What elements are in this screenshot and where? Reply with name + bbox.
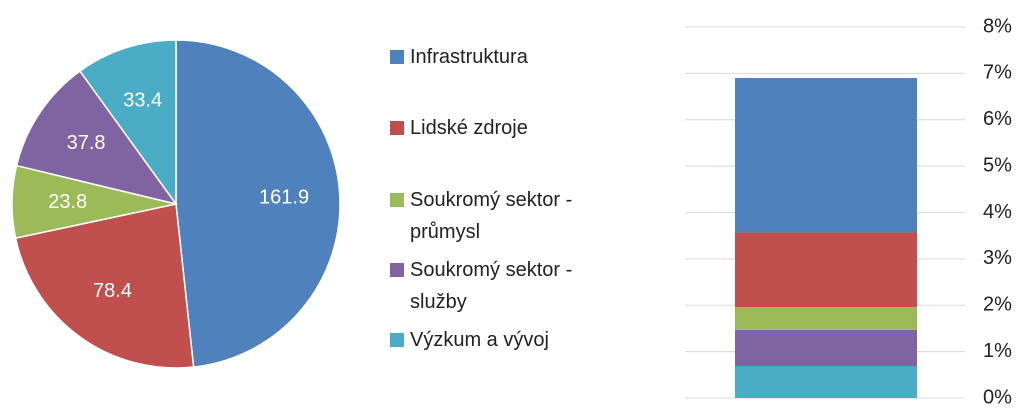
- legend-label: Soukromý sektor - služby: [410, 259, 573, 313]
- y-tick-label: 0%: [983, 386, 1012, 408]
- legend-item: Soukromý sektor - služby: [390, 254, 630, 318]
- y-tick-label: 5%: [983, 154, 1012, 176]
- legend-item: Infrastruktura: [390, 41, 630, 73]
- legend-item: Soukromý sektor - průmysl: [390, 184, 630, 248]
- y-tick-label: 4%: [983, 201, 1012, 223]
- data-label: 33.4: [123, 89, 162, 111]
- pie-slice: [78, 39, 177, 207]
- y-tick-label: 7%: [983, 62, 1012, 84]
- data-label: 37.8: [67, 132, 106, 154]
- legend-swatch: [390, 263, 404, 277]
- legend-label: Lidské zdroje: [410, 117, 528, 139]
- legend-swatch: [390, 121, 404, 135]
- pie-slice: [14, 203, 195, 369]
- data-label: 161.9: [259, 186, 309, 208]
- bar-segment: [735, 232, 917, 308]
- legend-label: Soukromý sektor - průmysl: [410, 189, 573, 243]
- legend-label: Výzkum a vývoj: [410, 329, 549, 351]
- bar-segment: [735, 307, 917, 330]
- data-label: 78.4: [93, 280, 132, 302]
- legend-swatch: [390, 193, 404, 207]
- bar-segment: [735, 366, 917, 398]
- bar-segment: [735, 329, 917, 367]
- legend-item: Lidské zdroje: [390, 112, 630, 144]
- data-label: 23.8: [48, 191, 87, 213]
- y-tick-label: 1%: [983, 340, 1012, 362]
- y-tick-label: 3%: [983, 247, 1012, 269]
- bar-segment: [735, 78, 917, 233]
- y-tick-label: 8%: [983, 15, 1012, 37]
- y-tick-label: 6%: [983, 108, 1012, 130]
- legend-label: Infrastruktura: [410, 46, 528, 68]
- pie-slice: [15, 70, 178, 206]
- legend-item: Výzkum a vývoj: [390, 324, 630, 356]
- legend-swatch: [390, 333, 404, 347]
- legend-swatch: [390, 50, 404, 64]
- y-tick-label: 2%: [983, 294, 1012, 316]
- pie-slice: [175, 39, 341, 368]
